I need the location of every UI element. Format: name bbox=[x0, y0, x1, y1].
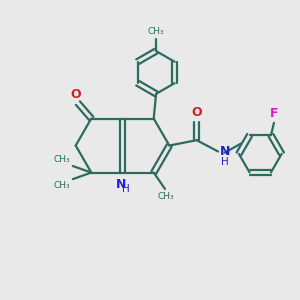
Text: H: H bbox=[122, 184, 130, 194]
Text: N: N bbox=[116, 178, 126, 191]
Text: O: O bbox=[70, 88, 81, 101]
Text: O: O bbox=[191, 106, 202, 119]
Text: N: N bbox=[220, 145, 230, 158]
Text: CH₃: CH₃ bbox=[53, 155, 70, 164]
Text: CH₃: CH₃ bbox=[157, 193, 174, 202]
Text: H: H bbox=[221, 157, 229, 167]
Text: CH₃: CH₃ bbox=[148, 27, 164, 36]
Text: F: F bbox=[270, 107, 278, 121]
Text: CH₃: CH₃ bbox=[53, 181, 70, 190]
